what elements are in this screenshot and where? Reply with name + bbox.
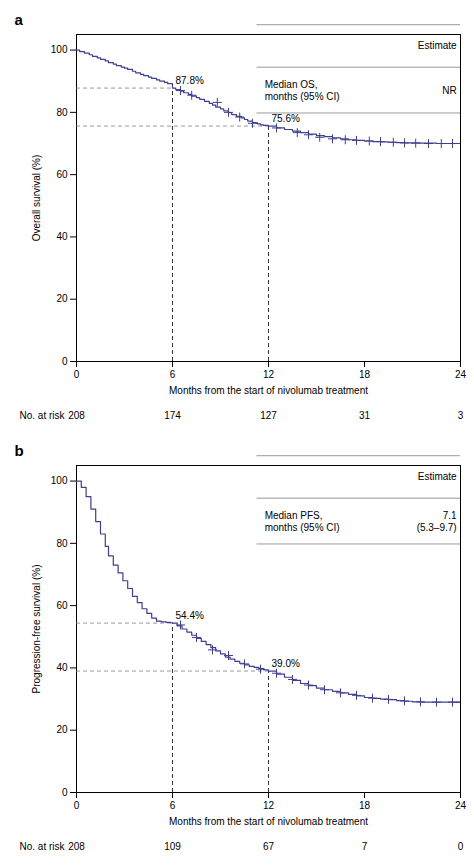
svg-text:Months from the start of nivol: Months from the start of nivolumab treat… xyxy=(169,816,368,827)
svg-text:40: 40 xyxy=(56,231,68,242)
svg-text:b: b xyxy=(15,442,24,459)
svg-text:18: 18 xyxy=(359,369,371,380)
svg-text:7: 7 xyxy=(362,841,368,852)
svg-text:6: 6 xyxy=(170,369,176,380)
svg-text:Progression-free survival (%): Progression-free survival (%) xyxy=(31,565,42,694)
svg-text:Median PFS,months (95% CI): Median PFS,months (95% CI) xyxy=(265,510,340,533)
svg-text:20: 20 xyxy=(56,724,68,735)
svg-text:80: 80 xyxy=(56,538,68,549)
svg-text:87.8%: 87.8% xyxy=(176,75,204,86)
svg-text:No. at risk: No. at risk xyxy=(19,410,65,421)
svg-text:54.4%: 54.4% xyxy=(176,610,204,621)
svg-text:Estimate: Estimate xyxy=(418,40,457,51)
svg-text:100: 100 xyxy=(51,475,68,486)
svg-text:7.1(5.3–9.7): 7.1(5.3–9.7) xyxy=(417,510,457,533)
svg-text:Overall survival (%): Overall survival (%) xyxy=(31,155,42,242)
svg-text:60: 60 xyxy=(56,169,68,180)
svg-text:Estimate: Estimate xyxy=(418,471,457,482)
svg-text:208: 208 xyxy=(68,841,85,852)
svg-text:0: 0 xyxy=(74,800,80,811)
svg-text:0: 0 xyxy=(458,841,464,852)
svg-text:109: 109 xyxy=(164,841,181,852)
svg-text:NR: NR xyxy=(442,85,456,96)
svg-text:40: 40 xyxy=(56,662,68,673)
svg-text:Months from the start of nivol: Months from the start of nivolumab treat… xyxy=(169,385,368,396)
svg-text:39.0%: 39.0% xyxy=(272,658,300,669)
svg-text:127: 127 xyxy=(260,410,277,421)
svg-text:24: 24 xyxy=(455,369,467,380)
svg-text:0: 0 xyxy=(74,369,80,380)
svg-text:31: 31 xyxy=(359,410,371,421)
svg-text:75.6%: 75.6% xyxy=(272,113,300,124)
svg-text:0: 0 xyxy=(62,356,68,367)
svg-text:0: 0 xyxy=(62,787,68,798)
svg-text:3: 3 xyxy=(458,410,464,421)
svg-text:20: 20 xyxy=(56,293,68,304)
svg-text:12: 12 xyxy=(263,800,275,811)
svg-text:18: 18 xyxy=(359,800,371,811)
svg-text:208: 208 xyxy=(68,410,85,421)
svg-text:174: 174 xyxy=(164,410,181,421)
svg-text:Median OS,months (95% CI): Median OS,months (95% CI) xyxy=(265,79,340,102)
svg-text:No. at risk: No. at risk xyxy=(19,841,65,852)
svg-text:a: a xyxy=(15,11,24,28)
svg-text:12: 12 xyxy=(263,369,275,380)
svg-text:6: 6 xyxy=(170,800,176,811)
svg-text:67: 67 xyxy=(263,841,275,852)
svg-text:60: 60 xyxy=(56,600,68,611)
svg-text:24: 24 xyxy=(455,800,467,811)
svg-text:80: 80 xyxy=(56,107,68,118)
svg-text:100: 100 xyxy=(51,44,68,55)
